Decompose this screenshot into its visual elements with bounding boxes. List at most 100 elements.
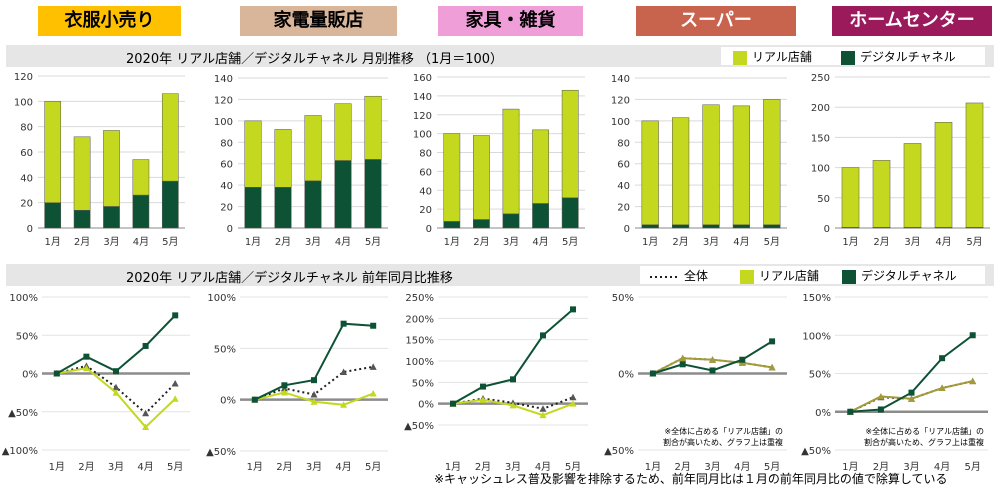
data-point bbox=[877, 392, 885, 400]
y-tick-label: 100 bbox=[811, 164, 830, 175]
y-tick-label: 20 bbox=[617, 203, 630, 214]
data-point bbox=[539, 405, 547, 412]
legend-label-real: リアル店舗 bbox=[752, 50, 812, 64]
bar-segment bbox=[73, 210, 91, 229]
category-tag-apparel: 衣服小売り bbox=[38, 6, 181, 36]
data-point bbox=[847, 408, 854, 415]
data-point bbox=[172, 312, 179, 319]
bar-segment bbox=[274, 129, 292, 188]
y-tick-label: 0 bbox=[27, 224, 33, 235]
data-point bbox=[649, 370, 656, 377]
legend-monthly: リアル店舗 デジタルチャネル bbox=[721, 47, 985, 65]
x-tick-label: 1月 bbox=[842, 461, 858, 473]
data-point bbox=[113, 368, 119, 375]
bar-segment bbox=[304, 115, 322, 182]
data-point bbox=[539, 411, 547, 419]
x-tick-label: 4月 bbox=[335, 461, 351, 473]
bar-segment bbox=[502, 108, 520, 215]
y-tick-label: 0% bbox=[418, 400, 434, 411]
data-point bbox=[570, 306, 576, 313]
x-tick-label: 3月 bbox=[704, 461, 720, 473]
x-tick-label: 1月 bbox=[247, 461, 263, 473]
legend-swatch-overall bbox=[650, 275, 680, 278]
y-tick-label: 0 bbox=[227, 224, 233, 235]
band-yoy: 2020年 リアル店舗／デジタルチャネル 前年同月比推移 全体 リアル店舗 デジ… bbox=[6, 264, 994, 286]
data-point bbox=[280, 388, 288, 396]
data-point bbox=[540, 332, 546, 339]
y-tick-label: 0 bbox=[624, 224, 630, 235]
x-tick-label: 4月 bbox=[733, 236, 749, 248]
legend-swatch-real-yoy bbox=[740, 269, 754, 284]
category-tag-electronics: 家電量販店 bbox=[240, 6, 397, 36]
data-point bbox=[112, 383, 120, 391]
data-point bbox=[938, 384, 946, 392]
legend-swatch-digital-yoy bbox=[842, 269, 856, 284]
data-point bbox=[908, 389, 915, 396]
bar-segment bbox=[161, 180, 179, 229]
y-tick-label: 50% bbox=[809, 370, 831, 381]
legend-label-digital-yoy: デジタルチャネル bbox=[861, 269, 957, 283]
x-tick-label: 5月 bbox=[365, 236, 381, 248]
x-tick-label: 3月 bbox=[505, 461, 521, 473]
data-point bbox=[739, 356, 746, 363]
y-tick-label: 100 bbox=[214, 117, 233, 128]
data-point bbox=[112, 389, 120, 396]
bar-segment bbox=[132, 194, 150, 229]
x-tick-label: 3月 bbox=[903, 461, 919, 473]
bar-segment bbox=[641, 120, 659, 226]
bar-segment bbox=[443, 133, 461, 222]
bar-segment bbox=[532, 129, 549, 204]
data-point bbox=[311, 377, 317, 384]
y-tick-label: 150% bbox=[405, 336, 434, 347]
data-point bbox=[370, 322, 377, 329]
x-tick-label: 1月 bbox=[842, 236, 858, 248]
bar-segment bbox=[103, 206, 120, 229]
category-tag-supermarket: スーパー bbox=[636, 6, 796, 36]
x-tick-label: 4月 bbox=[133, 236, 149, 248]
x-tick-label: 3月 bbox=[503, 236, 519, 248]
data-point bbox=[769, 338, 776, 345]
data-point bbox=[480, 383, 486, 390]
y-tick-label: 120 bbox=[413, 111, 432, 122]
x-tick-label: 5月 bbox=[965, 461, 981, 473]
y-tick-label: 0 bbox=[824, 224, 830, 235]
data-point bbox=[877, 406, 884, 413]
x-tick-label: 5月 bbox=[764, 236, 780, 248]
x-tick-label: 5月 bbox=[764, 461, 780, 473]
data-point bbox=[171, 379, 179, 387]
y-tick-label: 60 bbox=[20, 148, 33, 159]
y-tick-label: 100 bbox=[611, 117, 630, 128]
bar-segment bbox=[44, 101, 62, 203]
bar-segment bbox=[334, 103, 352, 161]
bar-segment bbox=[364, 95, 382, 160]
y-tick-label: 120 bbox=[214, 95, 233, 106]
data-point bbox=[768, 363, 776, 371]
x-tick-label: 1月 bbox=[645, 461, 661, 473]
bar-segment bbox=[44, 202, 62, 229]
series-line bbox=[452, 308, 574, 405]
y-tick-label: 80 bbox=[20, 123, 33, 134]
data-point bbox=[53, 370, 60, 377]
bar-segment bbox=[872, 160, 891, 228]
x-tick-label: 4月 bbox=[335, 236, 351, 248]
y-tick-label: 20 bbox=[220, 203, 233, 214]
data-point bbox=[709, 367, 716, 374]
bar-segment bbox=[304, 180, 322, 229]
y-tick-label: 50% bbox=[214, 344, 236, 355]
bar-segment bbox=[103, 130, 120, 207]
x-tick-label: 2月 bbox=[672, 236, 688, 248]
y-tick-label: ▲50% bbox=[404, 421, 434, 432]
x-tick-label: 2月 bbox=[873, 236, 889, 248]
y-tick-label: 200% bbox=[405, 314, 434, 325]
legend-swatch-digital bbox=[841, 50, 855, 65]
bar-segment bbox=[473, 219, 490, 229]
bar-segment bbox=[732, 105, 751, 226]
y-tick-label: 80 bbox=[419, 149, 432, 160]
y-tick-label: 120 bbox=[611, 95, 630, 106]
y-tick-label: 60 bbox=[617, 160, 630, 171]
bar-segment bbox=[532, 203, 549, 229]
y-tick-label: 200 bbox=[811, 103, 830, 114]
series-line bbox=[56, 364, 176, 415]
x-tick-label: 4月 bbox=[934, 461, 950, 473]
